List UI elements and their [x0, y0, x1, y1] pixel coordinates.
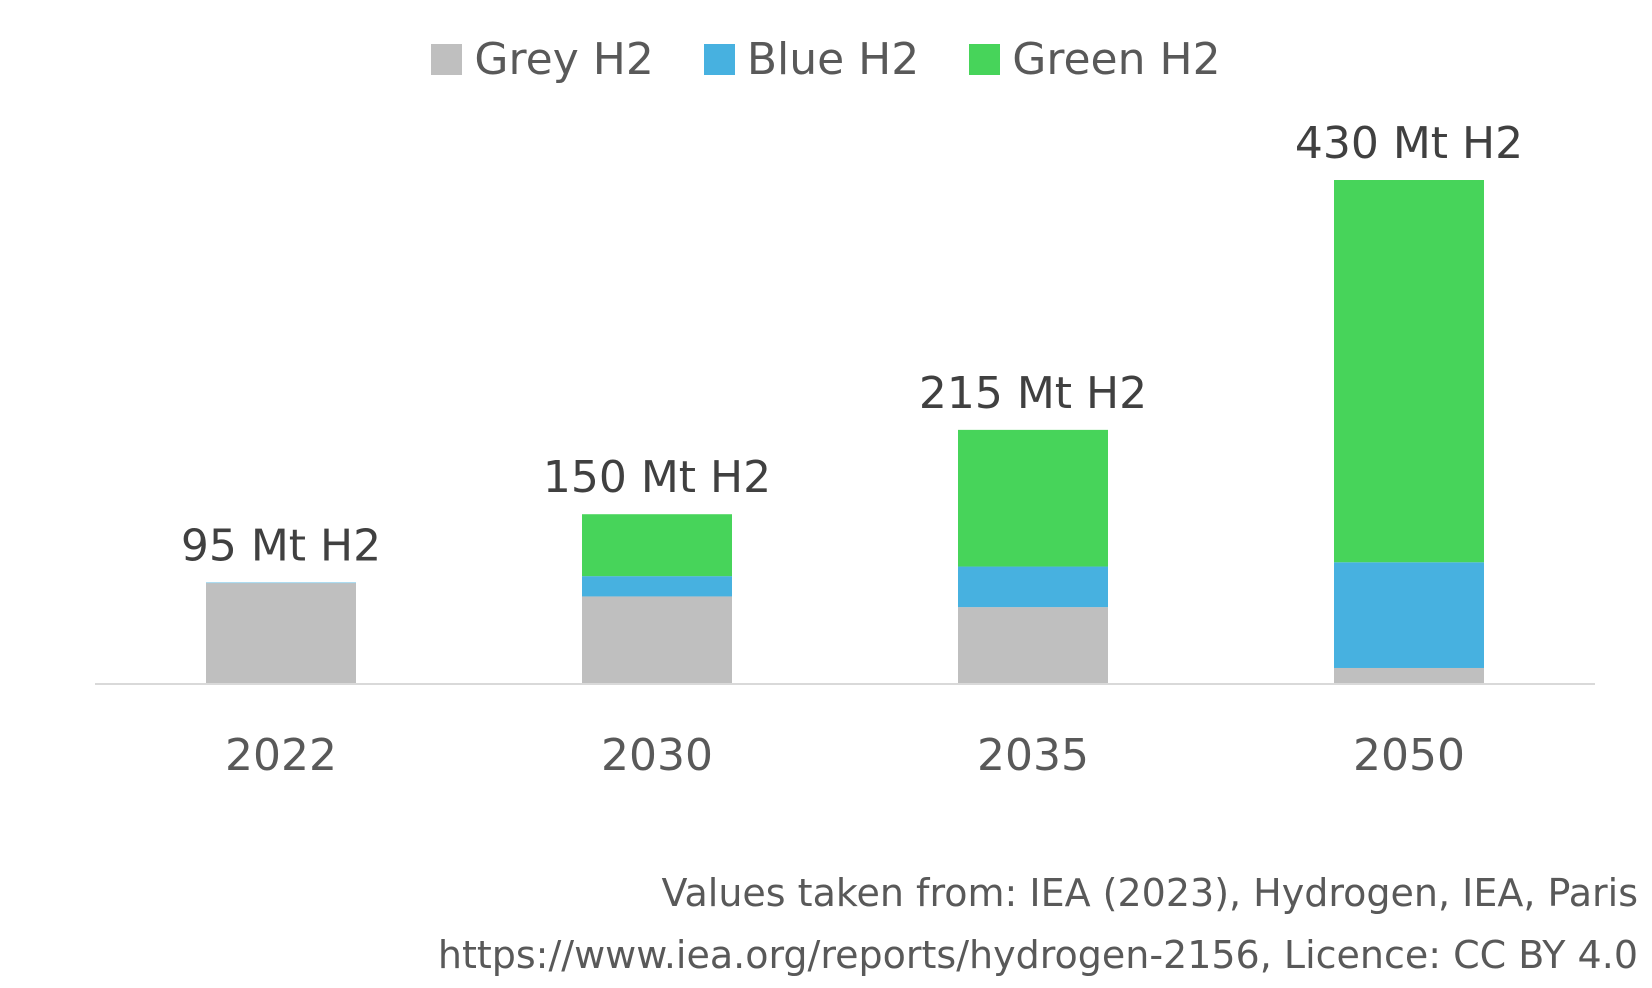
legend-swatch-blue: [703, 44, 735, 75]
source-line-2: https://www.iea.org/reports/hydrogen-215…: [437, 933, 1638, 977]
legend-label-blue: Blue H2: [746, 34, 920, 85]
bar-grey-2035: [958, 607, 1108, 684]
bar-grey-2022: [206, 583, 356, 684]
x-tick-label-2050: 2050: [1353, 730, 1465, 781]
legend-label-grey: Grey H2: [474, 34, 654, 85]
total-label-2022: 95 Mt H2: [181, 521, 381, 572]
legend-swatch-grey: [431, 44, 463, 75]
source-note: Values taken from: IEA (2023), Hydrogen,…: [438, 862, 1638, 986]
bar-blue-2035: [958, 566, 1108, 608]
bar-grey-2030: [582, 596, 732, 684]
legend-swatch-green: [969, 44, 1001, 75]
bar-blue-2022: [206, 582, 356, 584]
bar-blue-2030: [582, 576, 732, 597]
total-label-2050: 430 Mt H2: [1295, 118, 1523, 169]
total-label-2035: 215 Mt H2: [919, 368, 1147, 419]
bar-green-2030: [582, 514, 732, 577]
chart-legend: Grey H2 Blue H2 Green H2: [0, 34, 1652, 85]
total-label-2030: 150 Mt H2: [543, 452, 771, 503]
x-tick-label-2030: 2030: [601, 730, 713, 781]
legend-item-grey: Grey H2: [431, 34, 654, 85]
legend-item-green: Green H2: [969, 34, 1221, 85]
legend-label-green: Green H2: [1012, 34, 1221, 85]
x-tick-label-2022: 2022: [225, 730, 337, 781]
bar-grey-2050: [1334, 667, 1484, 684]
source-line-1: Values taken from: IEA (2023), Hydrogen,…: [661, 871, 1638, 915]
legend-item-blue: Blue H2: [703, 34, 920, 85]
bar-green-2050: [1334, 180, 1484, 563]
bar-green-2035: [958, 429, 1108, 567]
bar-blue-2050: [1334, 562, 1484, 668]
x-tick-label-2035: 2035: [977, 730, 1089, 781]
